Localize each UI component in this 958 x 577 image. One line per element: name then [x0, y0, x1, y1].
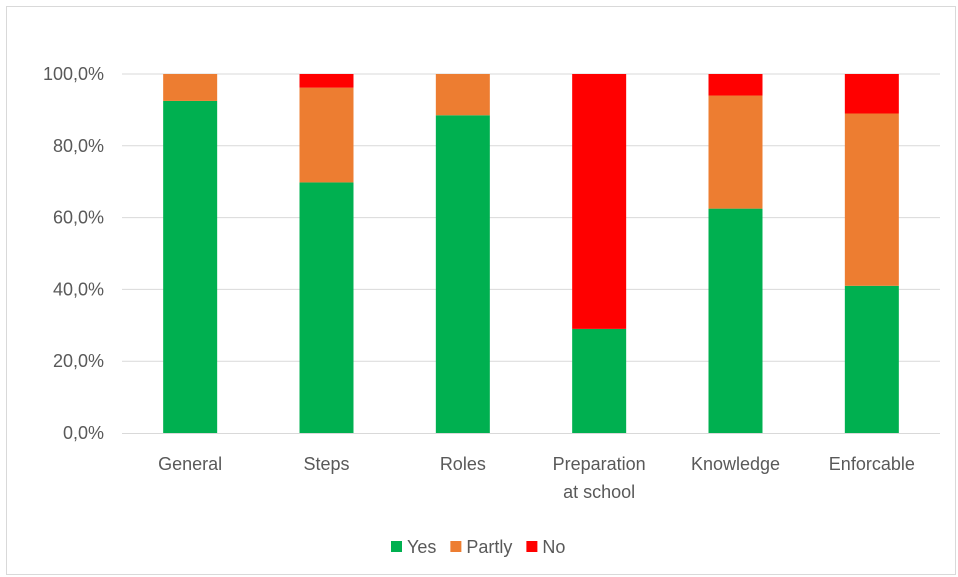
bar-no — [572, 74, 627, 329]
x-tick-label: Knowledge — [691, 454, 780, 474]
bar-no — [844, 74, 899, 114]
bar-partly — [299, 87, 354, 183]
x-tick-label: Preparation — [553, 454, 646, 474]
bar-partly — [435, 74, 490, 116]
x-tick-label: General — [158, 454, 222, 474]
bar-no — [708, 74, 763, 96]
y-tick-label: 80,0% — [53, 136, 104, 156]
legend-swatch-no — [526, 541, 538, 552]
bar-yes — [572, 328, 627, 433]
legend-label-yes: Yes — [407, 537, 436, 557]
x-tick-label: Steps — [303, 454, 349, 474]
bar-yes — [708, 208, 763, 433]
legend-label-partly: Partly — [466, 537, 512, 557]
gridlines — [122, 73, 940, 362]
x-tick-label: at school — [563, 482, 635, 502]
bar-yes — [435, 115, 490, 433]
bar-partly — [844, 113, 899, 286]
y-tick-label: 40,0% — [53, 279, 104, 299]
legend-swatch-yes — [391, 541, 402, 552]
bar-yes — [299, 182, 354, 433]
legend: Yes Partly No — [391, 537, 565, 557]
legend-swatch-partly — [450, 541, 462, 552]
y-tick-label: 20,0% — [53, 351, 104, 371]
bar-no — [299, 74, 354, 88]
y-tick-label: 0,0% — [63, 423, 104, 443]
bar-yes — [844, 285, 899, 433]
bar-partly — [708, 95, 763, 209]
bar-yes — [163, 100, 218, 434]
x-axis-labels: General Steps Roles Preparation at school Kno… — [158, 454, 915, 502]
bar-partly — [163, 74, 218, 101]
bars — [163, 74, 899, 434]
y-tick-label: 100,0% — [43, 64, 104, 84]
y-tick-label: 60,0% — [53, 208, 104, 228]
y-axis-ticks: 0,0% 20,0% 40,0% 60,0% 80,0% 100,0% — [43, 64, 104, 443]
x-tick-label: Enforcable — [829, 454, 915, 474]
x-tick-label: Roles — [440, 454, 486, 474]
legend-label-no: No — [542, 537, 565, 557]
